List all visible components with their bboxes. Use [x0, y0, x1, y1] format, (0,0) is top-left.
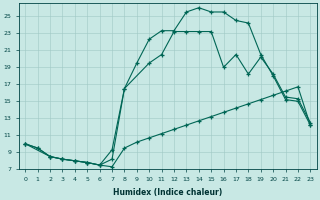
X-axis label: Humidex (Indice chaleur): Humidex (Indice chaleur)	[113, 188, 222, 197]
